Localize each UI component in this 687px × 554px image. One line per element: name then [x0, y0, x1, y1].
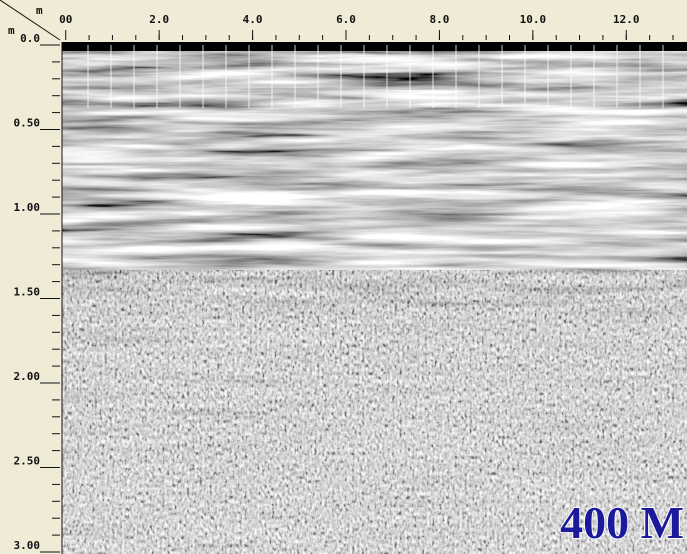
y-tick-label: 3.00: [14, 539, 41, 552]
y-tick-label: 0.50: [14, 117, 41, 130]
y-tick-label: 0.0: [20, 32, 40, 45]
x-tick-label: 4.0: [243, 13, 263, 26]
chart: m m 400 M 00 2.0 4.0 6.0 8.0 10.0 12.0 0.0 0.50 1…: [0, 0, 687, 554]
y-tick-label: 1.50: [14, 286, 41, 299]
x-tick-label: 12.0: [613, 13, 640, 26]
annotation: 400 M: [560, 497, 684, 548]
x-tick-label: 00: [59, 13, 72, 26]
y-unit: m: [8, 24, 15, 37]
y-tick-label: 1.00: [14, 201, 41, 214]
x-tick-label: 6.0: [336, 13, 356, 26]
x-tick-label: 2.0: [149, 13, 169, 26]
radargram-image: [62, 42, 687, 554]
x-unit: m: [36, 4, 43, 17]
y-tick-label: 2.00: [14, 370, 41, 383]
x-tick-label: 8.0: [429, 13, 449, 26]
y-tick-label: 2.50: [14, 455, 41, 468]
x-tick-label: 10.0: [520, 13, 547, 26]
